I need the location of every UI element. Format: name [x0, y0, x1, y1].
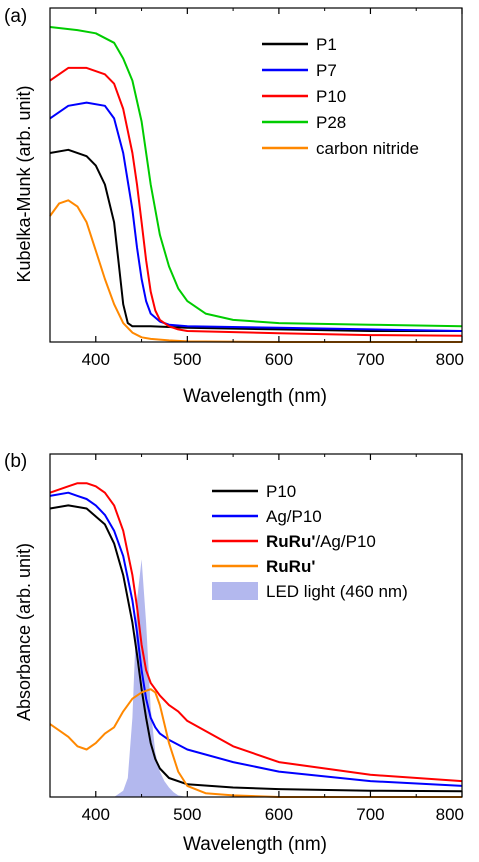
- x-tick-label: 500: [173, 350, 201, 369]
- panel-a-xlabel: Wavelength (nm): [183, 386, 327, 407]
- legend-label-p7: P7: [316, 61, 337, 80]
- panel-a-plot: 400 500 600 700 800 P1 P7 P10 P28 carbon nitride: [49, 7, 464, 369]
- plot-frame: [49, 7, 463, 343]
- x-tick-label: 800: [436, 805, 464, 824]
- panel-a-ylabel: Kubelka-Munk (arb. unit): [14, 85, 34, 282]
- panel-b-plot: 400 500 600 700 800 P10 Ag/P10 RuRu'/Ag/P10 RuRu…: [49, 453, 464, 824]
- panel-b-label: (b): [4, 451, 27, 472]
- x-tick-label: 700: [356, 805, 384, 824]
- legend-label-ruru: RuRu': [266, 557, 315, 576]
- legend-label-ruru-ag-p10: RuRu'/Ag/P10: [266, 532, 376, 551]
- panel-b: (b) Absorbance (arb. unit) Wavelength (n…: [4, 451, 464, 855]
- legend-label-p1: P1: [316, 35, 337, 54]
- legend-label-p28: P28: [316, 113, 346, 132]
- legend-label-ag-p10: Ag/P10: [266, 507, 322, 526]
- x-tick-label: 600: [265, 350, 293, 369]
- series-p10-line: [49, 504, 463, 793]
- panel-b-ylabel: Absorbance (arb. unit): [14, 543, 34, 721]
- x-tick-label: 700: [356, 350, 384, 369]
- plot-frame: [49, 453, 463, 798]
- x-tick-label: 400: [82, 805, 110, 824]
- x-tick-label: 600: [265, 805, 293, 824]
- panel-a: (a) Kubelka-Munk (arb. unit) Wavelength …: [4, 6, 464, 407]
- series-p1-line: [49, 148, 462, 332]
- x-tick-label: 500: [173, 805, 201, 824]
- panel-b-xlabel: Wavelength (nm): [183, 834, 327, 855]
- series-p28-line: [49, 26, 463, 328]
- series-p7-line: [49, 101, 463, 332]
- legend-label-carbon-nitride: carbon nitride: [316, 139, 419, 158]
- legend-label-led-light-460-nm: LED light (460 nm): [266, 582, 408, 601]
- series-ruru-line: [49, 688, 462, 798]
- legend-label-p10: P10: [316, 87, 346, 106]
- x-tick-label: 400: [82, 350, 110, 369]
- legend-swatch-led-light-460-nm: [212, 582, 258, 600]
- series-ruru-ag-p10-line: [49, 482, 463, 783]
- series-ag-p10-line: [49, 491, 463, 787]
- series-p10-line: [49, 66, 463, 337]
- panel-a-label: (a): [4, 6, 27, 27]
- legend-label-p10: P10: [266, 482, 296, 501]
- x-tick-label: 800: [436, 350, 464, 369]
- series-led-light-460-nm-area: [114, 559, 188, 797]
